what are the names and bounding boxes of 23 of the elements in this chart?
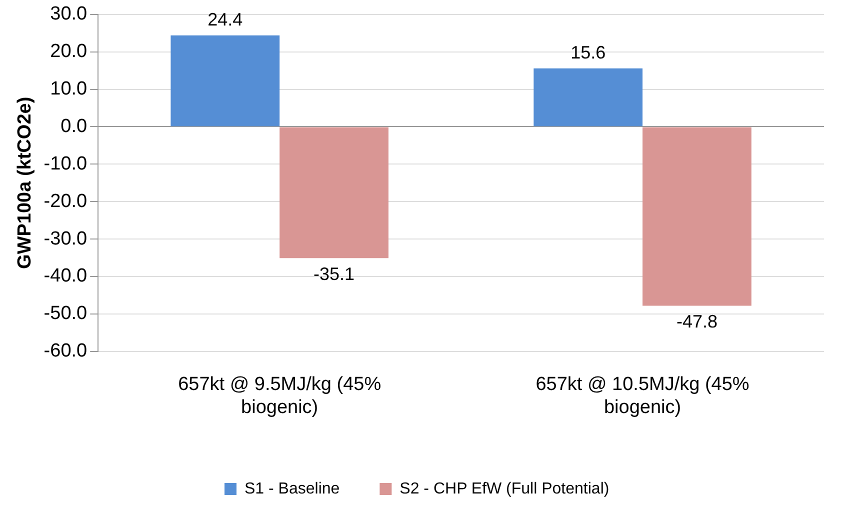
y-tick-label: -20.0 (44, 190, 88, 212)
y-tick-label: 30.0 (50, 4, 88, 25)
y-tick-label: -50.0 (44, 303, 88, 324)
y-tick-label: 10.0 (50, 78, 88, 100)
legend-label: S1 - Baseline (244, 480, 340, 498)
bar (642, 127, 752, 306)
bar (170, 35, 280, 126)
y-axis-title: GWP100a (ktCO2e) (14, 96, 36, 269)
legend-label: S2 - CHP EfW (Full Potential) (400, 480, 610, 498)
y-tick-label: -40.0 (44, 266, 88, 287)
bar (280, 127, 388, 258)
y-tick-label: -30.0 (44, 228, 88, 250)
y-tick-label: -10.0 (44, 153, 88, 174)
x-tick-label: 657kt @ 10.5MJ/kg (45% biogenic) (536, 374, 750, 418)
y-tick-label: 0.0 (60, 116, 88, 137)
bar (534, 68, 643, 126)
data-label: -35.1 (314, 264, 355, 284)
x-tick-label: 657kt @ 9.5MJ/kg (45% biogenic) (178, 374, 382, 418)
data-label: 15.6 (570, 42, 606, 62)
data-label: 24.4 (208, 9, 243, 30)
y-tick-label: 20.0 (50, 41, 88, 62)
data-label: -47.8 (676, 312, 718, 332)
y-tick-label: -60.0 (44, 340, 88, 362)
